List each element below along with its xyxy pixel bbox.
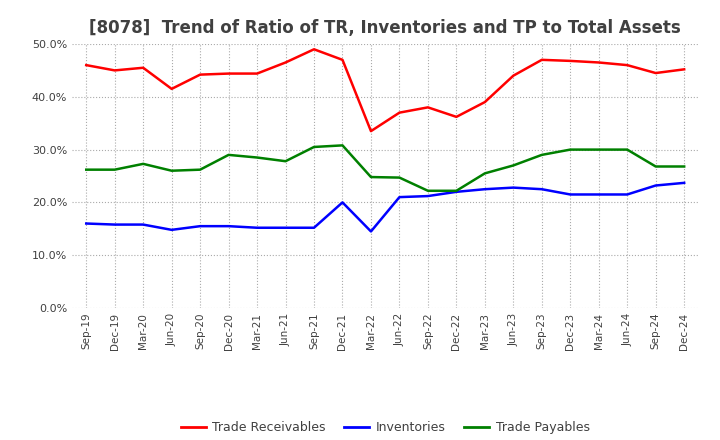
Inventories: [423, 194, 432, 199]
Trade Payables: [110, 167, 119, 172]
Trade Payables: [480, 171, 489, 176]
Trade Receivables: [338, 57, 347, 62]
Trade Payables: [652, 164, 660, 169]
Trade Payables: [395, 175, 404, 180]
Trade Payables: [452, 188, 461, 194]
Trade Payables: [253, 155, 261, 160]
Trade Payables: [537, 152, 546, 158]
Trade Payables: [423, 188, 432, 194]
Inventories: [595, 192, 603, 197]
Trade Receivables: [395, 110, 404, 115]
Inventories: [566, 192, 575, 197]
Trade Payables: [509, 163, 518, 168]
Inventories: [253, 225, 261, 231]
Title: [8078]  Trend of Ratio of TR, Inventories and TP to Total Assets: [8078] Trend of Ratio of TR, Inventories…: [89, 19, 681, 37]
Trade Receivables: [110, 68, 119, 73]
Line: Inventories: Inventories: [86, 183, 684, 231]
Trade Payables: [366, 174, 375, 180]
Line: Trade Receivables: Trade Receivables: [86, 49, 684, 131]
Trade Payables: [338, 143, 347, 148]
Legend: Trade Receivables, Inventories, Trade Payables: Trade Receivables, Inventories, Trade Pa…: [176, 416, 595, 439]
Trade Receivables: [652, 70, 660, 76]
Trade Receivables: [595, 60, 603, 65]
Trade Receivables: [253, 71, 261, 76]
Inventories: [82, 221, 91, 226]
Trade Receivables: [537, 57, 546, 62]
Trade Payables: [623, 147, 631, 152]
Trade Receivables: [509, 73, 518, 78]
Trade Payables: [167, 168, 176, 173]
Trade Payables: [680, 164, 688, 169]
Inventories: [110, 222, 119, 227]
Trade Receivables: [366, 128, 375, 134]
Trade Payables: [82, 167, 91, 172]
Trade Payables: [566, 147, 575, 152]
Trade Receivables: [282, 60, 290, 65]
Inventories: [225, 224, 233, 229]
Inventories: [366, 229, 375, 234]
Trade Receivables: [480, 99, 489, 105]
Trade Receivables: [623, 62, 631, 68]
Trade Receivables: [310, 47, 318, 52]
Inventories: [680, 180, 688, 186]
Inventories: [310, 225, 318, 231]
Trade Payables: [282, 158, 290, 164]
Line: Trade Payables: Trade Payables: [86, 145, 684, 191]
Inventories: [452, 189, 461, 194]
Inventories: [167, 227, 176, 232]
Trade Receivables: [82, 62, 91, 68]
Inventories: [509, 185, 518, 190]
Inventories: [139, 222, 148, 227]
Trade Payables: [196, 167, 204, 172]
Inventories: [537, 187, 546, 192]
Trade Receivables: [566, 58, 575, 63]
Trade Receivables: [452, 114, 461, 120]
Inventories: [196, 224, 204, 229]
Trade Receivables: [196, 72, 204, 77]
Trade Receivables: [423, 105, 432, 110]
Inventories: [282, 225, 290, 231]
Trade Payables: [310, 144, 318, 150]
Trade Payables: [595, 147, 603, 152]
Trade Payables: [225, 152, 233, 158]
Inventories: [652, 183, 660, 188]
Inventories: [395, 194, 404, 200]
Trade Receivables: [225, 71, 233, 76]
Trade Payables: [139, 161, 148, 166]
Trade Receivables: [680, 67, 688, 72]
Inventories: [338, 200, 347, 205]
Inventories: [623, 192, 631, 197]
Inventories: [480, 187, 489, 192]
Trade Receivables: [139, 65, 148, 70]
Trade Receivables: [167, 86, 176, 92]
